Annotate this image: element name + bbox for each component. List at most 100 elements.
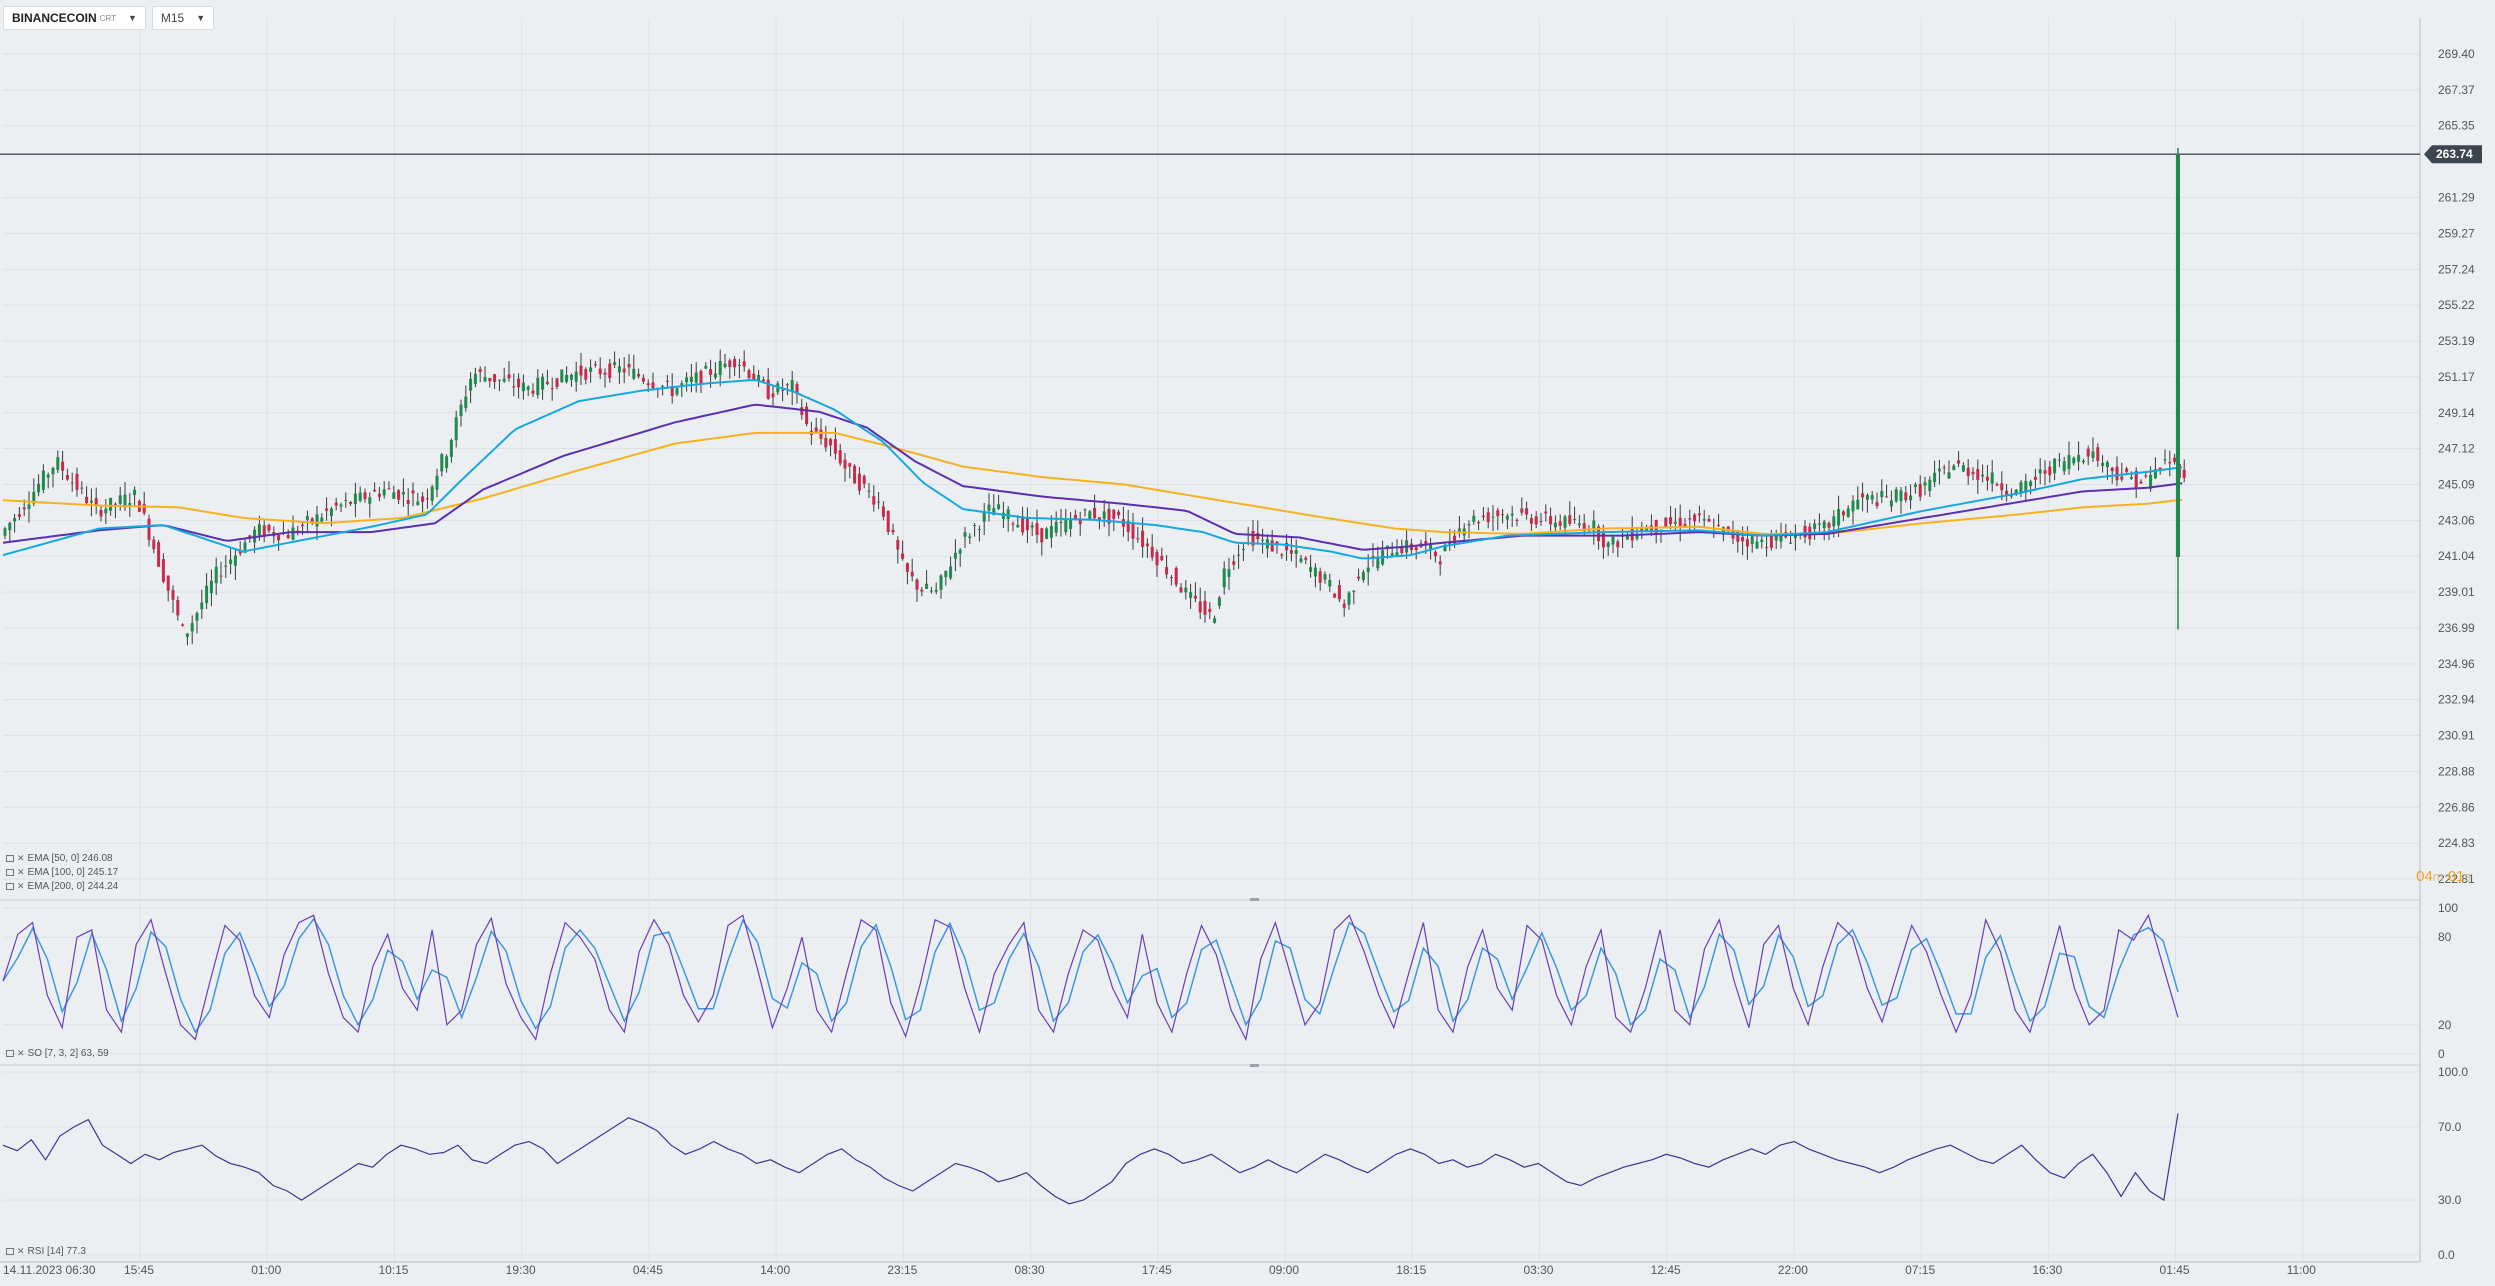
candle-body — [1726, 526, 1730, 530]
close-icon[interactable]: ✕ — [17, 867, 25, 877]
candle-body — [373, 489, 377, 492]
candle-body — [1270, 540, 1274, 552]
candle-body — [1721, 527, 1725, 535]
symbol-selector[interactable]: BINANCECOIN CRT ▼ — [3, 6, 146, 30]
candle-body — [1750, 536, 1754, 545]
candle-body — [1073, 514, 1077, 520]
candle-body — [1443, 544, 1447, 552]
candle-body — [1990, 472, 1994, 484]
candle-body — [411, 490, 415, 494]
candle-body — [2019, 482, 2023, 494]
close-icon[interactable]: ✕ — [17, 1048, 25, 1058]
candle-countdown: 04m 01s — [2416, 868, 2471, 885]
candle-body — [565, 374, 569, 382]
time-axis-tick: 14:00 — [760, 1263, 790, 1277]
candle-body — [1880, 490, 1884, 498]
candle-body — [1822, 521, 1826, 529]
candle-body — [613, 362, 617, 366]
candle-body — [1745, 539, 1749, 547]
candle-body — [1107, 508, 1111, 524]
candle-body — [118, 495, 122, 504]
price-axis-tick: 232.94 — [2438, 693, 2475, 707]
close-icon[interactable]: ✕ — [17, 881, 25, 891]
candle-body — [1923, 482, 1927, 486]
candle-body — [209, 580, 213, 594]
candle-body — [1438, 561, 1442, 565]
candle-body — [248, 535, 252, 538]
price-axis-tick: 245.09 — [2438, 477, 2475, 491]
candle-body — [977, 529, 981, 531]
candle-body — [1707, 518, 1711, 522]
candle-body — [795, 384, 799, 393]
candle-body — [1011, 523, 1015, 525]
legend-so[interactable]: ✕ SO [7, 3, 2] 63, 59 — [6, 1048, 109, 1059]
candle-body — [1813, 523, 1817, 529]
candle-body — [555, 378, 559, 387]
time-axis-tick: 01:00 — [251, 1263, 281, 1277]
candle-body — [723, 363, 727, 367]
candle-body — [689, 376, 693, 383]
candle-body — [944, 570, 948, 578]
candle-body — [1222, 568, 1226, 588]
candle-body — [1313, 567, 1317, 577]
candle-body — [1875, 502, 1879, 507]
settings-icon[interactable] — [6, 1050, 14, 1057]
settings-icon[interactable] — [6, 869, 14, 876]
candle-body — [1573, 518, 1577, 520]
candle-body — [392, 492, 396, 499]
legend-ema200-label: EMA [200, 0] 244.24 — [27, 881, 119, 892]
candle-body — [382, 489, 386, 496]
candle-body — [161, 559, 165, 582]
candle-body — [526, 386, 530, 390]
time-axis-tick: 09:00 — [1269, 1263, 1299, 1277]
candle-body — [2110, 467, 2114, 472]
candle-body — [1117, 511, 1121, 516]
legend-ema50[interactable]: ✕ EMA [50, 0] 246.08 — [6, 853, 113, 864]
legend-ema100[interactable]: ✕ EMA [100, 0] 245.17 — [6, 867, 118, 878]
candle-body — [1966, 467, 1970, 477]
timeframe-selector[interactable]: M15 ▼ — [151, 6, 215, 30]
candle-body — [1870, 495, 1874, 500]
time-axis-tick: 07:15 — [1905, 1263, 1935, 1277]
close-icon[interactable]: ✕ — [17, 1246, 25, 1256]
close-icon[interactable]: ✕ — [17, 853, 25, 863]
candle-body — [2120, 476, 2124, 480]
so-axis-tick: 100 — [2438, 901, 2458, 915]
countdown-seconds: 01 — [2447, 868, 2465, 885]
settings-icon[interactable] — [6, 1248, 14, 1255]
candle-body — [2139, 481, 2143, 484]
candle-body — [1702, 519, 1706, 521]
settings-icon[interactable] — [6, 883, 14, 890]
candle-body — [257, 524, 261, 536]
candle-body — [805, 406, 809, 425]
candle-body — [401, 491, 405, 495]
candle-body — [1817, 523, 1821, 525]
settings-icon[interactable] — [6, 855, 14, 862]
candle-body — [469, 378, 473, 391]
candle-body — [13, 517, 17, 522]
candle-body — [109, 497, 113, 511]
candle-body — [2144, 475, 2148, 477]
candle-body — [901, 553, 905, 559]
candle-body — [1021, 516, 1025, 533]
rsi-axis-tick: 30.0 — [2438, 1193, 2462, 1207]
candle-body — [881, 506, 885, 517]
countdown-s-unit: s — [2464, 869, 2472, 884]
candle-body — [728, 360, 732, 368]
candle-body — [1558, 521, 1562, 526]
candle-body — [1769, 534, 1773, 548]
candle-body — [2053, 458, 2057, 474]
chevron-down-icon: ▼ — [196, 13, 206, 23]
legend-rsi[interactable]: ✕ RSI [14] 77.3 — [6, 1246, 86, 1257]
candle-body — [1669, 517, 1673, 525]
candle-body — [1534, 516, 1538, 525]
candle-body — [181, 624, 185, 626]
candle-body — [8, 522, 12, 531]
legend-ema200[interactable]: ✕ EMA [200, 0] 244.24 — [6, 881, 118, 892]
candle-body — [1088, 511, 1092, 520]
candle-body — [473, 373, 477, 384]
candle-body — [1918, 484, 1922, 497]
candle-body — [709, 369, 713, 375]
candle-body — [1275, 541, 1279, 545]
